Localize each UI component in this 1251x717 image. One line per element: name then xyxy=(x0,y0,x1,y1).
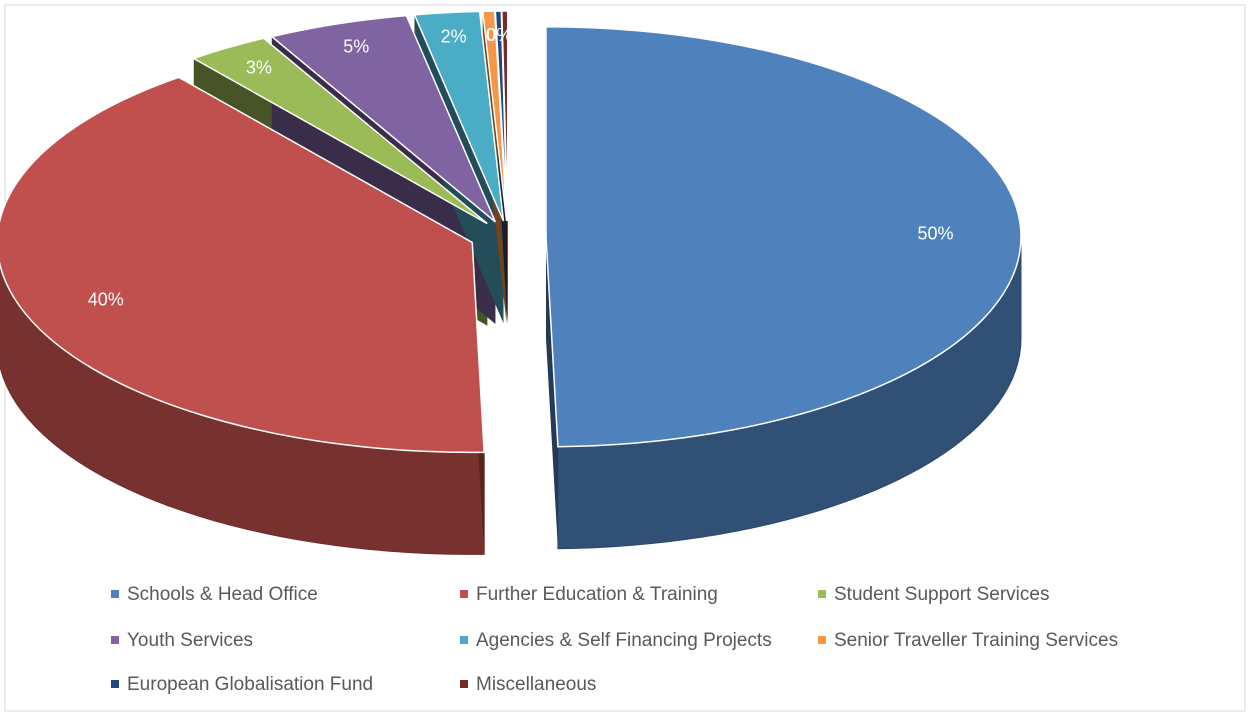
data-label: 40% xyxy=(88,290,124,310)
legend-label: Senior Traveller Training Services xyxy=(834,630,1118,651)
legend-marker xyxy=(111,590,119,598)
slice xyxy=(0,76,485,454)
pie-tops xyxy=(0,10,1022,454)
legend-label: Schools & Head Office xyxy=(127,584,318,605)
data-label: 50% xyxy=(917,223,953,243)
data-label: 3% xyxy=(246,58,272,78)
slice xyxy=(270,14,497,223)
slice-face xyxy=(545,236,558,549)
legend-label: Further Education & Training xyxy=(476,584,718,605)
legend-marker xyxy=(460,680,468,688)
slice xyxy=(413,10,505,222)
slice xyxy=(191,37,488,225)
legend-marker xyxy=(111,636,119,644)
legend-label: Miscellaneous xyxy=(476,674,596,695)
data-label: 0% xyxy=(486,25,512,45)
slice xyxy=(501,10,509,222)
legend-label: Youth Services xyxy=(127,630,253,651)
data-label: 0 xyxy=(486,25,496,45)
legend-label: Agencies & Self Financing Projects xyxy=(476,630,772,651)
legend-label: Student Support Services xyxy=(834,584,1049,605)
legend-marker xyxy=(818,590,826,598)
legend-label: European Globalisation Fund xyxy=(127,674,373,695)
data-labels: 50% 40% 3% 5% 2% 00% xyxy=(88,25,954,310)
data-label: 2% xyxy=(441,26,467,46)
data-label: 5% xyxy=(343,36,369,56)
legend-marker xyxy=(460,636,468,644)
legend: Schools & Head Office Further Education &… xyxy=(111,584,1118,695)
legend-marker xyxy=(818,636,826,644)
slice xyxy=(545,26,1022,448)
legend-marker xyxy=(460,590,468,598)
legend-marker xyxy=(111,680,119,688)
